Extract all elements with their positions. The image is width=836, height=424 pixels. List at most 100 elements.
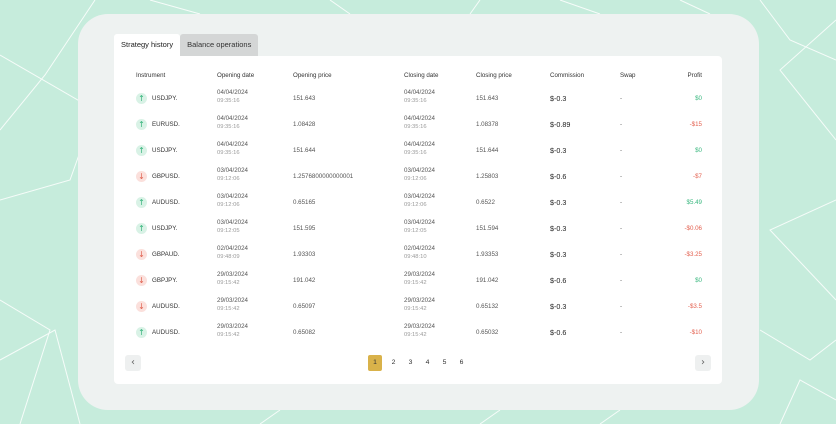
cell-closing-price: 151.643	[476, 95, 499, 102]
cell-instrument: AUDUSD.	[152, 329, 180, 336]
cell-closing-time: 09:35:16	[404, 150, 427, 156]
cell-instrument: USDJPY.	[152, 147, 178, 154]
page-button-5[interactable]: 5	[442, 359, 447, 366]
page-button-6[interactable]: 6	[459, 359, 464, 366]
header-opening-price: Opening price	[293, 72, 332, 79]
cell-profit: -$10	[689, 329, 702, 336]
cell-swap: -	[620, 251, 623, 258]
history-table-card: Instrument Opening date Opening price Cl…	[114, 56, 722, 384]
cell-closing-time: 09:35:16	[404, 98, 427, 104]
cell-opening-time: 09:35:16	[217, 98, 240, 104]
arrow-down-icon: ↓	[136, 301, 147, 312]
cell-opening-price: 151.644	[293, 147, 316, 154]
header-instrument: Instrument	[136, 72, 166, 79]
cell-opening-date: 04/04/2024	[217, 141, 248, 148]
cell-opening-price: 1.08428	[293, 121, 316, 128]
header-closing-date: Closing date	[404, 72, 439, 79]
cell-commission: $-0.89	[550, 120, 571, 129]
table-row: ↑ USDJPY. 04/04/2024 09:35:16 151.644 04/04/2…	[114, 138, 722, 164]
arrow-up-icon: ↑	[136, 197, 147, 208]
table-row: ↑ EURUSD. 04/04/2024 09:35:16 1.08428 04/04/2…	[114, 112, 722, 138]
cell-profit: $0	[695, 277, 702, 284]
cell-closing-price: 0.6522	[476, 199, 495, 206]
cell-closing-date: 02/04/2024	[404, 245, 435, 252]
cell-opening-date: 29/03/2024	[217, 271, 248, 278]
cell-closing-date: 29/03/2024	[404, 323, 435, 330]
page-button-1[interactable]: 1	[368, 355, 382, 371]
cell-commission: $-0.3	[550, 302, 567, 311]
cell-opening-time: 09:12:05	[217, 228, 240, 234]
arrow-up-icon: ↑	[136, 327, 147, 338]
arrow-down-icon: ↓	[136, 275, 147, 286]
cell-closing-date: 03/04/2024	[404, 193, 435, 200]
cell-swap: -	[620, 173, 623, 180]
cell-commission: $-0.6	[550, 276, 567, 285]
header-commission: Commission	[550, 72, 585, 79]
cell-closing-date: 29/03/2024	[404, 297, 435, 304]
cell-instrument: GBPAUD.	[152, 251, 180, 258]
cell-closing-time: 09:35:16	[404, 124, 427, 130]
cell-instrument: GBPUSD.	[152, 173, 180, 180]
cell-closing-price: 1.08378	[476, 121, 499, 128]
cell-swap: -	[620, 147, 623, 154]
cell-closing-date: 03/04/2024	[404, 167, 435, 174]
cell-closing-time: 09:12:06	[404, 176, 427, 182]
cell-instrument: AUDUSD.	[152, 303, 180, 310]
tab-bar: Strategy history Balance operations	[114, 34, 259, 56]
table-row: ↓ GBPJPY. 29/03/2024 09:15:42 191.042 29/03/2…	[114, 268, 722, 294]
cell-commission: $-0.6	[550, 172, 567, 181]
tab-balance-operations[interactable]: Balance operations	[180, 34, 259, 56]
cell-profit: -$15	[689, 121, 702, 128]
cell-instrument: GBPJPY.	[152, 277, 178, 284]
cell-opening-time: 09:12:06	[217, 202, 240, 208]
cell-profit: -$3.25	[684, 251, 702, 258]
table-row: ↓ GBPUSD. 03/04/2024 09:12:06 1.257680000000…	[114, 164, 722, 190]
cell-profit: $0	[695, 147, 702, 154]
arrow-up-icon: ↑	[136, 93, 147, 104]
cell-opening-date: 29/03/2024	[217, 323, 248, 330]
cell-opening-date: 03/04/2024	[217, 193, 248, 200]
cell-swap: -	[620, 199, 623, 206]
cell-closing-price: 151.644	[476, 147, 499, 154]
cell-swap: -	[620, 121, 623, 128]
cell-closing-price: 1.93353	[476, 251, 499, 258]
cell-swap: -	[620, 329, 623, 336]
chevron-left-icon[interactable]: ‹	[125, 355, 141, 371]
cell-swap: -	[620, 277, 623, 284]
cell-opening-time: 09:12:06	[217, 176, 240, 182]
cell-opening-price: 0.65082	[293, 329, 316, 336]
table-row: ↑ USDJPY. 04/04/2024 09:35:16 151.643 04/04/2…	[114, 86, 722, 112]
cell-opening-date: 03/04/2024	[217, 219, 248, 226]
cell-closing-time: 09:12:06	[404, 202, 427, 208]
cell-opening-time: 09:48:09	[217, 254, 240, 260]
cell-instrument: USDJPY.	[152, 95, 178, 102]
table-row: ↓ AUDUSD. 29/03/2024 09:15:42 0.65097 29/03/2…	[114, 294, 722, 320]
cell-profit: $0	[695, 95, 702, 102]
cell-profit: -$3.5	[687, 303, 702, 310]
tab-strategy-history[interactable]: Strategy history	[114, 34, 181, 56]
cell-instrument: USDJPY.	[152, 225, 178, 232]
cell-swap: -	[620, 303, 623, 310]
cell-opening-time: 09:35:16	[217, 124, 240, 130]
cell-closing-date: 29/03/2024	[404, 271, 435, 278]
cell-opening-date: 03/04/2024	[217, 167, 248, 174]
cell-closing-date: 04/04/2024	[404, 141, 435, 148]
cell-swap: -	[620, 225, 623, 232]
cell-opening-time: 09:15:42	[217, 332, 240, 338]
page-button-4[interactable]: 4	[425, 359, 430, 366]
cell-profit: -$7	[693, 173, 702, 180]
arrow-up-icon: ↑	[136, 145, 147, 156]
cell-opening-price: 1.2576800000000001	[293, 173, 354, 180]
arrow-down-icon: ↓	[136, 249, 147, 260]
cell-closing-date: 04/04/2024	[404, 89, 435, 96]
page-button-3[interactable]: 3	[408, 359, 413, 366]
header-swap: Swap	[620, 72, 636, 79]
cell-closing-date: 04/04/2024	[404, 115, 435, 122]
chevron-right-icon[interactable]: ›	[695, 355, 711, 371]
header-opening-date: Opening date	[217, 72, 255, 79]
cell-opening-price: 0.65097	[293, 303, 316, 310]
page-button-2[interactable]: 2	[391, 359, 396, 366]
cell-opening-time: 09:35:16	[217, 150, 240, 156]
cell-commission: $-0.6	[550, 328, 567, 337]
